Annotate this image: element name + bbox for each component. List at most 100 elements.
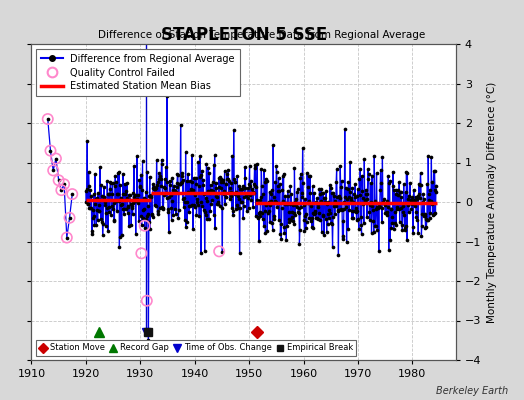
Point — [118, 201, 126, 207]
Point — [145, 219, 153, 225]
Point — [401, 227, 409, 234]
Point — [365, 209, 374, 215]
Point — [302, 211, 310, 218]
Point — [236, 205, 244, 211]
Point — [111, 173, 119, 179]
Point — [337, 205, 345, 212]
Point — [171, 187, 179, 194]
Point — [411, 194, 420, 200]
Point — [244, 195, 252, 202]
Point — [208, 189, 216, 195]
Point — [89, 215, 97, 221]
Point — [205, 170, 213, 176]
Point — [293, 186, 302, 192]
Point — [400, 225, 409, 231]
Point — [153, 182, 161, 188]
Point — [96, 197, 105, 204]
Point — [180, 204, 188, 210]
Point — [233, 202, 241, 208]
Point — [328, 190, 336, 196]
Point — [196, 172, 205, 178]
Point — [200, 191, 209, 198]
Point — [167, 192, 175, 198]
Point — [298, 194, 307, 200]
Point — [315, 191, 324, 197]
Point — [265, 199, 273, 205]
Point — [198, 203, 206, 209]
Point — [313, 200, 322, 207]
Point — [429, 212, 437, 218]
Point — [110, 216, 118, 223]
Point — [379, 199, 388, 206]
Point — [376, 167, 385, 173]
Point — [345, 188, 354, 195]
Point — [255, 210, 263, 217]
Point — [399, 209, 408, 215]
Point — [134, 198, 143, 204]
Point — [220, 190, 228, 197]
Point — [219, 177, 227, 183]
Point — [129, 190, 138, 196]
Point — [312, 214, 321, 221]
Point — [226, 192, 235, 199]
Point — [263, 178, 271, 184]
Point — [335, 192, 343, 199]
Point — [360, 156, 368, 162]
Point — [263, 228, 271, 234]
Point — [251, 182, 259, 189]
Point — [46, 148, 54, 154]
Point — [176, 181, 184, 187]
Point — [43, 116, 52, 122]
Point — [200, 206, 208, 213]
Point — [331, 198, 340, 204]
Point — [372, 206, 380, 212]
Point — [177, 180, 185, 186]
Point — [395, 179, 403, 185]
Point — [241, 184, 249, 191]
Point — [139, 207, 148, 213]
Point — [57, 187, 66, 193]
Point — [281, 200, 289, 207]
Point — [195, 212, 203, 219]
Point — [93, 217, 102, 224]
Point — [113, 208, 122, 215]
Point — [389, 225, 398, 232]
Point — [285, 216, 293, 223]
Point — [248, 190, 256, 196]
Point — [141, 196, 149, 202]
Point — [426, 187, 434, 194]
Point — [107, 212, 115, 218]
Point — [113, 190, 121, 197]
Point — [366, 198, 375, 205]
Point — [274, 182, 282, 189]
Point — [348, 185, 357, 191]
Point — [160, 185, 169, 192]
Point — [97, 218, 106, 225]
Point — [100, 193, 108, 200]
Point — [93, 206, 101, 213]
Point — [253, 196, 261, 203]
Point — [302, 225, 310, 231]
Point — [431, 187, 439, 194]
Point — [416, 195, 424, 202]
Point — [106, 180, 115, 187]
Point — [358, 173, 366, 179]
Point — [252, 184, 260, 190]
Point — [102, 210, 111, 216]
Point — [366, 217, 374, 224]
Point — [307, 218, 315, 224]
Point — [115, 243, 124, 250]
Point — [219, 179, 227, 186]
Point — [407, 197, 415, 203]
Point — [86, 187, 94, 194]
Point — [235, 183, 243, 189]
Point — [140, 222, 149, 229]
Point — [317, 186, 325, 193]
Point — [367, 230, 376, 236]
Point — [166, 178, 174, 184]
Point — [334, 208, 342, 215]
Point — [362, 187, 370, 193]
Point — [126, 197, 135, 203]
Point — [280, 230, 289, 236]
Point — [166, 182, 174, 188]
